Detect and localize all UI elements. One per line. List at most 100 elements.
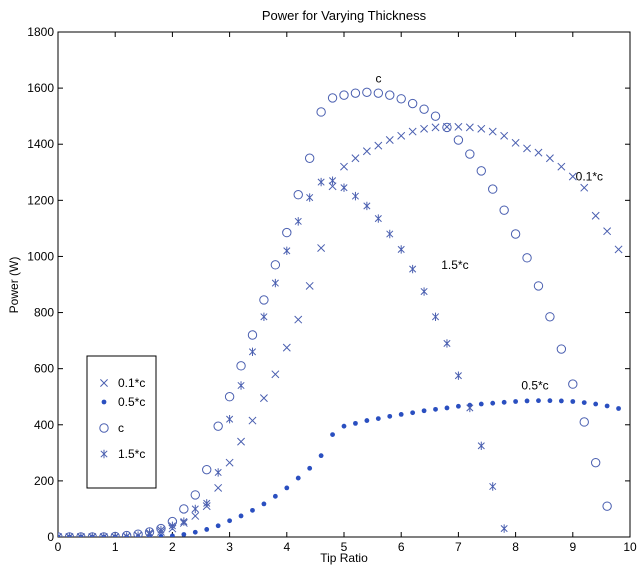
data-point <box>110 531 120 537</box>
data-point <box>215 523 221 529</box>
x-tick-label: 0 <box>55 540 62 554</box>
data-point <box>465 123 474 132</box>
data-point <box>284 485 290 491</box>
y-tick-label: 1400 <box>27 137 54 151</box>
data-point <box>580 183 589 192</box>
annotation-label: 0.5*c <box>521 379 548 393</box>
data-point <box>100 532 108 537</box>
x-tick-label: 6 <box>398 540 405 554</box>
data-point <box>500 131 509 140</box>
data-point <box>557 162 566 171</box>
x-tick-label: 10 <box>623 540 637 554</box>
data-point <box>488 127 497 136</box>
data-point <box>442 122 452 133</box>
x-tick-label: 1 <box>112 540 119 554</box>
y-tick-label: 1600 <box>27 81 54 95</box>
data-point <box>386 229 394 239</box>
x-tick-label: 7 <box>455 540 462 554</box>
data-point <box>488 184 498 194</box>
data-point <box>603 227 612 236</box>
x-tick-label: 2 <box>169 540 176 554</box>
data-point <box>317 244 326 252</box>
data-point <box>363 201 371 211</box>
data-point <box>260 312 268 321</box>
data-point <box>490 400 496 406</box>
data-point <box>271 370 280 379</box>
data-point <box>545 312 555 322</box>
legend-marker <box>99 423 109 433</box>
data-point <box>259 295 269 305</box>
y-tick-label: 1800 <box>27 25 54 39</box>
data-point <box>536 398 541 404</box>
data-point <box>339 90 349 100</box>
legend-box <box>86 355 157 489</box>
y-axis-label: Power (W) <box>7 257 21 314</box>
data-point <box>511 138 520 147</box>
data-point <box>77 532 85 537</box>
x-axis-label: Tip Ratio <box>320 551 368 565</box>
data-point <box>522 253 532 263</box>
data-point <box>214 468 222 477</box>
data-point <box>133 529 143 537</box>
data-point <box>237 437 245 446</box>
data-point <box>190 490 200 500</box>
data-point <box>513 399 518 404</box>
data-point <box>282 227 292 238</box>
data-point <box>385 136 394 144</box>
data-point <box>499 205 509 215</box>
data-point <box>579 417 589 427</box>
data-point <box>444 405 450 411</box>
data-point <box>570 399 576 404</box>
data-point <box>431 123 440 132</box>
data-point <box>270 260 281 270</box>
data-point <box>364 418 370 423</box>
data-point <box>420 287 428 296</box>
data-point <box>236 361 246 371</box>
data-point <box>421 408 427 414</box>
y-tick-label: 400 <box>34 418 54 432</box>
data-point <box>362 87 372 98</box>
data-point <box>604 403 610 409</box>
data-point <box>181 532 187 537</box>
legend-marker <box>100 449 108 459</box>
data-point <box>238 513 244 519</box>
data-point <box>170 533 175 537</box>
data-point <box>158 534 164 537</box>
series-layer <box>58 87 623 537</box>
data-point <box>340 162 348 171</box>
data-point <box>318 453 324 459</box>
y-tick-label: 0 <box>47 530 54 544</box>
data-point <box>568 172 577 181</box>
data-point <box>351 154 360 163</box>
data-point <box>157 525 165 535</box>
data-point <box>202 464 212 475</box>
y-tick-label: 600 <box>34 362 54 376</box>
data-point <box>121 530 132 537</box>
data-point <box>341 423 347 429</box>
data-point <box>558 398 564 404</box>
data-point <box>443 339 451 348</box>
data-point <box>225 458 234 467</box>
data-point <box>58 532 63 537</box>
data-point <box>145 528 154 537</box>
data-point <box>271 278 279 288</box>
data-point <box>431 312 440 321</box>
data-point <box>385 90 395 100</box>
x-tick-label: 9 <box>569 540 576 554</box>
data-point <box>237 381 245 390</box>
data-point <box>168 521 176 530</box>
data-point <box>590 457 601 468</box>
data-point <box>247 330 258 340</box>
data-point <box>614 245 623 254</box>
data-point <box>330 432 335 437</box>
data-point <box>396 94 406 104</box>
annotation-label: c <box>375 72 381 86</box>
data-point <box>180 517 188 526</box>
data-point <box>568 379 578 389</box>
legend-label: c <box>118 421 124 435</box>
data-point <box>295 475 301 481</box>
x-tick-label: 3 <box>226 540 233 554</box>
data-point <box>213 421 223 431</box>
data-point <box>317 177 325 187</box>
data-point <box>602 501 612 511</box>
